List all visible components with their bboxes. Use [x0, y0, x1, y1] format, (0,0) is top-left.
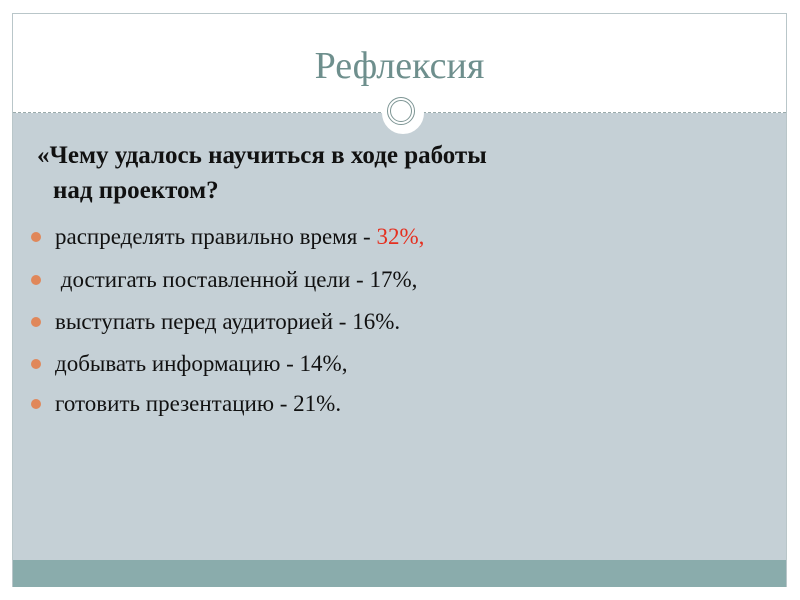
item-text: достигать поставленной цели - 17%, [55, 267, 418, 292]
bullet-icon [31, 398, 41, 409]
slide-footer-band [13, 560, 786, 587]
list-item: добывать информацию - 14%, [31, 351, 347, 377]
question-line-2: над проектом? [53, 177, 219, 204]
item-text: готовить презентацию - 21%. [55, 391, 342, 416]
slide: Рефлексия «Чему удалось научиться в ходе… [12, 13, 787, 587]
item-text: распределять правильно время - [55, 224, 377, 249]
slide-body: «Чему удалось научиться в ходе работы на… [13, 113, 786, 560]
bullet-icon [31, 358, 41, 369]
bullet-icon [31, 274, 41, 285]
circle-ornament-icon [382, 92, 424, 134]
item-highlight: 32%, [376, 224, 425, 249]
list-item: готовить презентацию - 21%. [31, 391, 341, 417]
item-text: выступать перед аудиторией - 16%. [55, 309, 401, 334]
list-item: выступать перед аудиторией - 16%. [31, 309, 400, 335]
bullet-icon [31, 231, 41, 242]
slide-title: Рефлексия [314, 45, 485, 87]
list-item: достигать поставленной цели - 17%, [31, 267, 417, 293]
bullet-icon [31, 316, 41, 327]
list-item: распределять правильно время - 32%, [31, 224, 424, 250]
item-text: добывать информацию - 14%, [55, 351, 348, 376]
question-line-1: «Чему удалось научиться в ходе работы [37, 142, 487, 169]
